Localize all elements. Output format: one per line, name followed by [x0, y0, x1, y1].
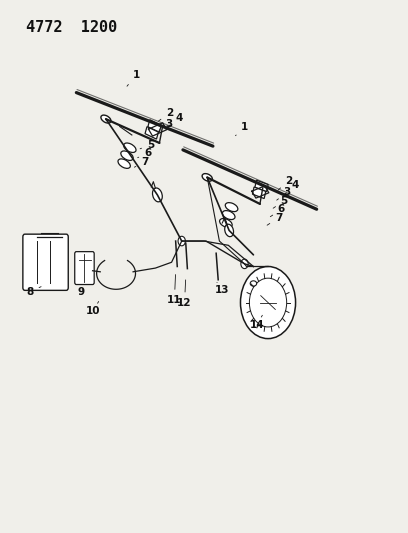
FancyBboxPatch shape: [75, 252, 94, 285]
Ellipse shape: [153, 188, 162, 202]
Polygon shape: [145, 127, 158, 139]
Text: 5: 5: [140, 140, 154, 150]
Ellipse shape: [222, 211, 235, 220]
Circle shape: [178, 236, 185, 246]
Text: 6: 6: [271, 204, 285, 217]
Circle shape: [240, 266, 295, 338]
Text: 10: 10: [86, 302, 100, 316]
Ellipse shape: [202, 174, 212, 181]
Polygon shape: [253, 187, 266, 199]
Text: 11: 11: [167, 274, 182, 305]
Circle shape: [241, 259, 248, 269]
Text: 7: 7: [134, 157, 149, 167]
Ellipse shape: [124, 143, 136, 152]
Text: 1: 1: [235, 122, 248, 136]
Ellipse shape: [121, 151, 133, 160]
Text: 9: 9: [77, 287, 84, 297]
Text: 12: 12: [177, 280, 192, 308]
Text: 2: 2: [278, 175, 293, 190]
Ellipse shape: [250, 281, 257, 286]
Text: 1: 1: [127, 70, 140, 86]
Text: 3: 3: [159, 119, 172, 131]
Ellipse shape: [225, 203, 238, 212]
Text: 4: 4: [169, 113, 182, 126]
Text: 2: 2: [158, 108, 173, 121]
Text: 4772  1200: 4772 1200: [26, 20, 117, 35]
Ellipse shape: [101, 115, 111, 123]
Ellipse shape: [225, 224, 233, 237]
FancyBboxPatch shape: [23, 234, 68, 290]
Text: 6: 6: [137, 148, 151, 158]
Text: 4: 4: [285, 180, 299, 194]
Ellipse shape: [220, 219, 232, 228]
Polygon shape: [255, 180, 268, 192]
Text: 3: 3: [277, 187, 290, 200]
Text: 5: 5: [273, 196, 288, 208]
Text: 7: 7: [267, 213, 282, 225]
Ellipse shape: [118, 159, 130, 168]
Text: 14: 14: [249, 316, 264, 330]
Polygon shape: [148, 120, 161, 132]
Text: 13: 13: [215, 282, 229, 295]
Text: 8: 8: [27, 287, 41, 297]
